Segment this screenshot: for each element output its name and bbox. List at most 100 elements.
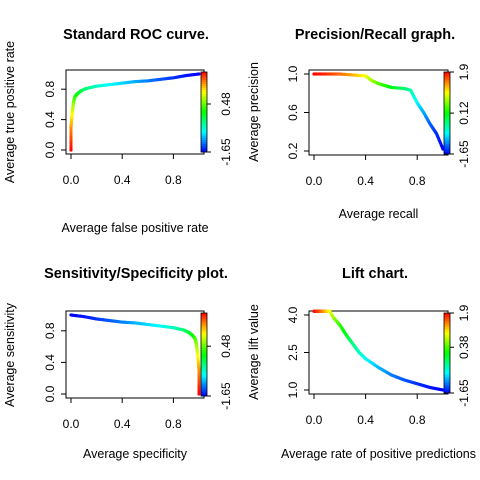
x-tick-label: 0.0 xyxy=(306,174,323,188)
colorbar-segment xyxy=(201,377,207,380)
curve-point xyxy=(441,147,445,151)
colorbar-segment xyxy=(444,78,450,81)
curve-point xyxy=(197,371,201,375)
colorbar-segment xyxy=(201,381,207,385)
series-curve xyxy=(312,309,445,392)
colorbar-segment xyxy=(444,125,450,128)
x-tick-label: 0.4 xyxy=(357,413,374,427)
colorbar-segment xyxy=(444,319,450,322)
curve-point xyxy=(197,380,201,384)
y-tick-label: 2.5 xyxy=(286,344,300,361)
colorbar-segment xyxy=(444,92,450,96)
colorbar-segment xyxy=(201,86,207,89)
colorbar-segment xyxy=(444,359,450,362)
colorbar-segment xyxy=(201,112,207,115)
colorbar-segment xyxy=(201,80,207,83)
colorbar-segment xyxy=(201,369,207,372)
colorbar-tick-label: -1.65 xyxy=(219,382,233,410)
y-tick-label: 1.0 xyxy=(286,381,300,398)
panel-3 xyxy=(61,310,211,403)
colorbar-segment xyxy=(201,387,207,391)
colorbar-frame xyxy=(200,71,208,153)
colorbar-segment xyxy=(201,74,207,77)
x-tick-label: 0.4 xyxy=(114,173,131,187)
colorbar-segment xyxy=(444,323,450,326)
colorbar-segment xyxy=(444,119,450,122)
colorbar-segment xyxy=(444,104,450,108)
curve-point xyxy=(69,148,73,152)
colorbar-frame xyxy=(200,312,208,397)
colorbar-segment xyxy=(201,379,207,382)
y-axis-label: Average true positive rate xyxy=(3,41,17,183)
colorbar-segment xyxy=(444,108,450,112)
y-tick-label: 0.4 xyxy=(43,354,57,371)
colorbar-segment xyxy=(444,373,450,376)
x-axis-label: Average false positive rate xyxy=(61,221,208,235)
colorbar-segment xyxy=(201,136,207,139)
colorbar-segment xyxy=(444,343,450,346)
colorbar-segment xyxy=(201,375,207,378)
colorbar-segment xyxy=(444,375,450,378)
colorbar-segment xyxy=(444,133,450,137)
colorbar-segment xyxy=(444,90,450,93)
colorbar-segment xyxy=(201,373,207,376)
colorbar-segment xyxy=(444,339,450,342)
colorbar-segment xyxy=(201,146,207,149)
colorbar-segment xyxy=(444,391,450,394)
colorbar-segment xyxy=(444,145,450,149)
colorbar-segment xyxy=(444,315,450,318)
colorbar-segment xyxy=(201,327,207,331)
colorbar-segment xyxy=(201,383,207,387)
colorbar-segment xyxy=(201,389,207,393)
colorbar-segment xyxy=(444,313,450,316)
colorbar-segment xyxy=(444,345,450,348)
curve-point xyxy=(197,385,201,389)
colorbar-segment xyxy=(444,357,450,360)
colorbar-tick-label: -1.65 xyxy=(457,379,471,407)
colorbar-segment xyxy=(201,393,207,397)
colorbar-segment xyxy=(201,126,207,129)
colorbar-tick-label: -1.65 xyxy=(457,140,471,168)
colorbar-segment xyxy=(444,135,450,139)
colorbar-segment xyxy=(444,385,450,388)
series-curve xyxy=(69,313,201,396)
colorbar-segment xyxy=(201,148,207,151)
colorbar-segment xyxy=(444,347,450,350)
colorbar-segment xyxy=(201,140,207,143)
x-tick-label: 0.8 xyxy=(165,417,182,431)
colorbar-segment xyxy=(444,98,450,102)
colorbar-segment xyxy=(444,383,450,386)
curve-point xyxy=(197,373,201,377)
series-curve xyxy=(312,72,445,151)
colorbar-segment xyxy=(444,82,450,85)
colorbar-segment xyxy=(201,104,207,107)
curve-point xyxy=(197,378,201,382)
colorbar-segment xyxy=(201,88,207,91)
y-tick-label: 1.0 xyxy=(286,65,300,82)
colorbar-segment xyxy=(444,361,450,364)
colorbar-segment xyxy=(201,108,207,111)
colorbar-segment xyxy=(444,317,450,320)
colorbar-segment xyxy=(201,313,207,316)
colorbar-tick-label: -1.65 xyxy=(219,138,233,166)
colorbar-segment xyxy=(444,327,450,330)
colorbar-segment xyxy=(444,139,450,143)
colorbar-segment xyxy=(444,86,450,89)
colorbar-segment xyxy=(444,76,450,79)
colorbar-segment xyxy=(201,319,207,322)
colorbar-segment xyxy=(201,364,207,368)
colorbar-segment xyxy=(444,88,450,91)
plot-frame xyxy=(308,310,449,395)
colorbar-segment xyxy=(201,124,207,127)
colorbar-segment xyxy=(444,367,450,370)
colorbar-segment xyxy=(444,381,450,384)
panel-title: Precision/Recall graph. xyxy=(295,27,455,43)
colorbar-segment xyxy=(201,358,207,362)
colorbar-segment xyxy=(201,325,207,329)
colorbar-segment xyxy=(444,106,450,110)
colorbar-tick-label: 1.9 xyxy=(457,63,471,80)
colorbar-segment xyxy=(201,134,207,137)
x-tick-label: 0.8 xyxy=(409,413,426,427)
y-axis-label: Average sensitivity xyxy=(3,302,17,407)
